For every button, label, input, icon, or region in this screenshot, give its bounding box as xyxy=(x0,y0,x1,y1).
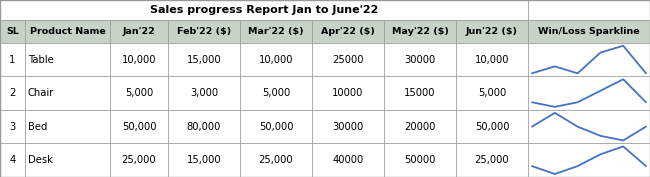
Text: 2: 2 xyxy=(9,88,16,98)
Text: 50,000: 50,000 xyxy=(122,122,156,132)
Text: 40000: 40000 xyxy=(332,155,363,165)
Text: 50,000: 50,000 xyxy=(474,122,509,132)
Bar xyxy=(110,43,168,76)
Text: Jun'22 ($): Jun'22 ($) xyxy=(466,27,518,36)
Bar xyxy=(528,143,650,177)
Text: 15000: 15000 xyxy=(404,88,436,98)
Text: Win/Loss Sparkline: Win/Loss Sparkline xyxy=(538,27,640,36)
Bar xyxy=(110,76,168,110)
Bar xyxy=(384,110,456,143)
Bar xyxy=(240,43,312,76)
Text: May'22 ($): May'22 ($) xyxy=(391,27,448,36)
Text: 15,000: 15,000 xyxy=(187,55,221,64)
Text: Feb'22 ($): Feb'22 ($) xyxy=(177,27,231,36)
Bar xyxy=(0,20,25,43)
Text: SL: SL xyxy=(6,27,19,36)
Bar xyxy=(0,0,528,20)
Bar xyxy=(528,110,650,143)
Text: 10,000: 10,000 xyxy=(122,55,156,64)
Text: 5,000: 5,000 xyxy=(125,88,153,98)
Text: 10,000: 10,000 xyxy=(259,55,293,64)
Bar xyxy=(110,20,168,43)
Bar xyxy=(456,43,528,76)
Text: 30000: 30000 xyxy=(404,55,436,64)
Text: 3,000: 3,000 xyxy=(190,88,218,98)
Text: 5,000: 5,000 xyxy=(262,88,290,98)
Text: Desk: Desk xyxy=(28,155,53,165)
Bar xyxy=(312,20,384,43)
Bar xyxy=(456,110,528,143)
Bar xyxy=(384,20,456,43)
Bar xyxy=(456,76,528,110)
Text: Apr'22 ($): Apr'22 ($) xyxy=(321,27,375,36)
Bar xyxy=(168,76,240,110)
Text: Sales progress Report Jan to June'22: Sales progress Report Jan to June'22 xyxy=(150,5,378,15)
Bar xyxy=(312,76,384,110)
Bar xyxy=(312,43,384,76)
Bar xyxy=(168,43,240,76)
Text: Table: Table xyxy=(28,55,54,64)
Text: 25,000: 25,000 xyxy=(122,155,156,165)
Bar xyxy=(168,143,240,177)
Text: 10000: 10000 xyxy=(332,88,364,98)
Bar xyxy=(25,143,110,177)
Text: 50000: 50000 xyxy=(404,155,436,165)
Bar xyxy=(528,0,650,20)
Bar xyxy=(384,43,456,76)
Bar xyxy=(240,20,312,43)
Bar xyxy=(528,20,650,43)
Text: 5,000: 5,000 xyxy=(478,88,506,98)
Text: 25000: 25000 xyxy=(332,55,364,64)
Text: 50,000: 50,000 xyxy=(259,122,293,132)
Bar xyxy=(528,76,650,110)
Bar xyxy=(110,143,168,177)
Text: Chair: Chair xyxy=(28,88,55,98)
Bar xyxy=(168,110,240,143)
Text: 1: 1 xyxy=(9,55,16,64)
Text: 15,000: 15,000 xyxy=(187,155,221,165)
Text: 4: 4 xyxy=(9,155,16,165)
Text: Jan'22: Jan'22 xyxy=(123,27,155,36)
Text: 20000: 20000 xyxy=(404,122,436,132)
Bar xyxy=(528,43,650,76)
Bar xyxy=(110,110,168,143)
Bar xyxy=(0,43,25,76)
Text: 80,000: 80,000 xyxy=(187,122,221,132)
Bar xyxy=(240,110,312,143)
Text: Bed: Bed xyxy=(28,122,47,132)
Text: 3: 3 xyxy=(9,122,16,132)
Bar xyxy=(384,143,456,177)
Bar xyxy=(456,143,528,177)
Bar xyxy=(0,76,25,110)
Bar xyxy=(240,76,312,110)
Text: 25,000: 25,000 xyxy=(474,155,510,165)
Bar xyxy=(25,110,110,143)
Text: Mar'22 ($): Mar'22 ($) xyxy=(248,27,304,36)
Text: 30000: 30000 xyxy=(332,122,363,132)
Bar xyxy=(0,110,25,143)
Bar xyxy=(0,143,25,177)
Text: 25,000: 25,000 xyxy=(259,155,293,165)
Bar xyxy=(456,20,528,43)
Bar xyxy=(168,20,240,43)
Bar xyxy=(25,20,110,43)
Text: Product Name: Product Name xyxy=(30,27,105,36)
Bar xyxy=(312,143,384,177)
Bar xyxy=(312,110,384,143)
Bar xyxy=(384,76,456,110)
Bar xyxy=(240,143,312,177)
Bar xyxy=(25,76,110,110)
Bar xyxy=(25,43,110,76)
Text: 10,000: 10,000 xyxy=(474,55,509,64)
